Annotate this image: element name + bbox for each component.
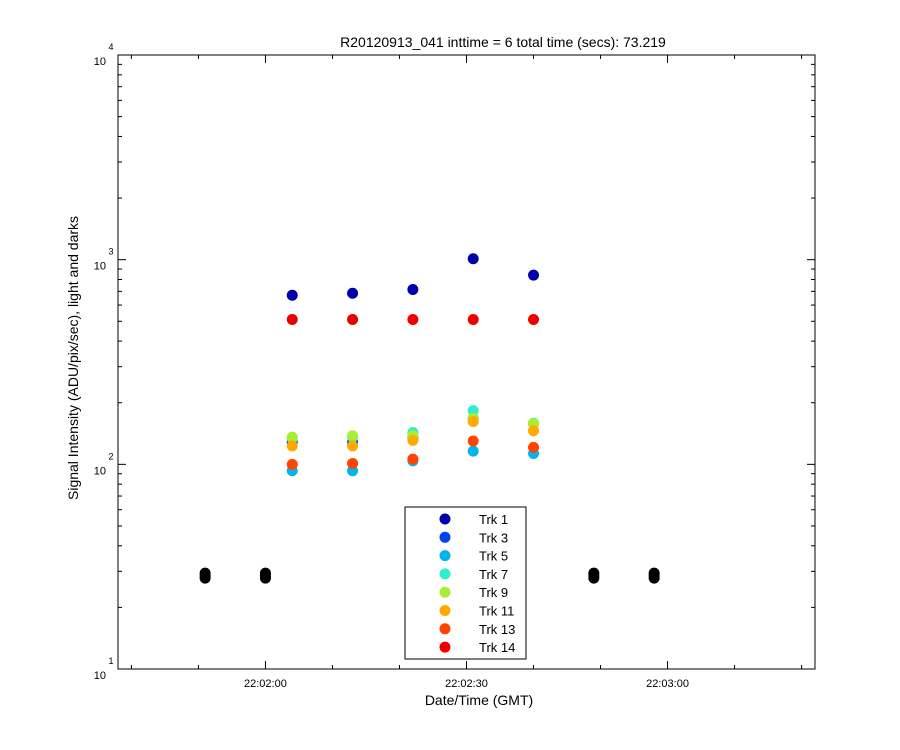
data-point bbox=[347, 430, 359, 442]
axis-ticks bbox=[118, 54, 815, 670]
dark-point bbox=[588, 567, 600, 579]
legend: Trk 1 Trk 3 Trk 5 Trk 7 Trk 9 Trk 11 Trk 13 Trk… bbox=[404, 506, 527, 660]
legend-label: Trk 1 bbox=[479, 512, 508, 527]
y-tick-label: 10 bbox=[94, 261, 106, 273]
y-axis-label: Signal Intensity (ADU/pix/sec), light an… bbox=[65, 216, 81, 500]
x-tick-label: 22:03:00 bbox=[646, 678, 689, 690]
data-point bbox=[528, 425, 540, 437]
data-point bbox=[467, 314, 479, 326]
data-point bbox=[286, 458, 298, 470]
x-axis-label: Date/Time (GMT) bbox=[425, 692, 533, 708]
y-tick-label: 10 bbox=[94, 465, 106, 477]
dark-point bbox=[199, 567, 211, 579]
data-point bbox=[286, 289, 298, 301]
y-tick-label: 10 bbox=[94, 56, 106, 68]
legend-label: Trk 5 bbox=[479, 549, 508, 564]
dark-point bbox=[648, 567, 660, 579]
data-point bbox=[467, 445, 479, 457]
data-point bbox=[286, 314, 298, 326]
legend-label: Trk 7 bbox=[479, 567, 508, 582]
y-tick-label: 10 bbox=[94, 670, 106, 682]
legend-marker bbox=[439, 568, 451, 580]
y-tick-label-exponent: 1 bbox=[108, 656, 113, 666]
data-point bbox=[347, 440, 359, 452]
data-point bbox=[467, 405, 479, 417]
y-tick-label-exponent: 4 bbox=[108, 42, 113, 52]
data-point bbox=[407, 434, 419, 446]
data-point bbox=[467, 415, 479, 427]
legend-label: Trk 9 bbox=[479, 585, 508, 600]
data-point bbox=[467, 253, 479, 265]
legend-label: Trk 3 bbox=[479, 530, 508, 545]
y-tick-label-exponent: 2 bbox=[108, 451, 113, 461]
data-point bbox=[347, 287, 359, 299]
legend-marker bbox=[439, 605, 451, 616]
legend-label: Trk 11 bbox=[479, 604, 514, 619]
data-point bbox=[528, 314, 540, 326]
data-point bbox=[528, 269, 540, 281]
legend-marker bbox=[439, 641, 451, 653]
legend-label: Trk 13 bbox=[479, 622, 515, 637]
legend-marker bbox=[439, 531, 451, 543]
legend-marker bbox=[439, 550, 451, 562]
legend-marker bbox=[439, 586, 451, 598]
legend-marker bbox=[439, 623, 451, 635]
legend-marker bbox=[439, 513, 451, 525]
x-tick-label: 22:02:30 bbox=[445, 678, 488, 690]
data-point bbox=[286, 440, 298, 452]
legend-box bbox=[404, 506, 527, 660]
data-point bbox=[407, 453, 419, 465]
x-tick-label: 22:02:00 bbox=[244, 678, 287, 690]
data-point bbox=[528, 441, 540, 453]
data-point bbox=[286, 431, 298, 443]
data-points bbox=[199, 253, 660, 584]
dark-point bbox=[259, 567, 271, 579]
chart-title: R20120913_041 inttime = 6 total time (se… bbox=[340, 34, 666, 50]
data-point bbox=[407, 283, 419, 295]
data-point bbox=[347, 457, 359, 469]
data-point bbox=[347, 314, 359, 326]
data-point bbox=[467, 435, 479, 447]
legend-label: Trk 14 bbox=[479, 640, 515, 655]
data-point bbox=[407, 314, 419, 326]
y-tick-label-exponent: 3 bbox=[108, 247, 113, 257]
